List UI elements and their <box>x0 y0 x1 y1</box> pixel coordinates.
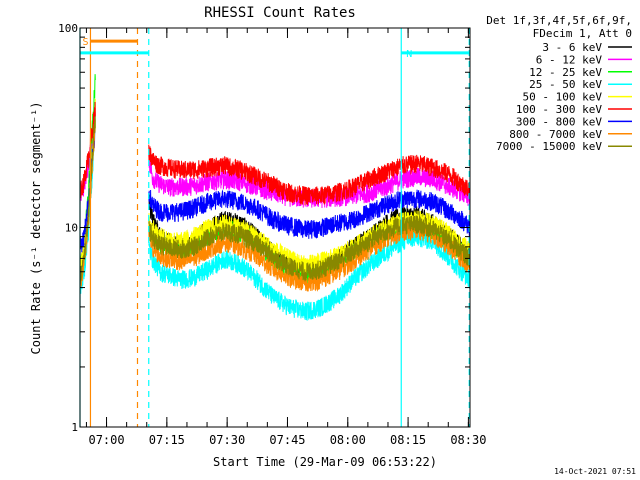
y-tick-label: 10 <box>65 222 78 235</box>
legend-label-4: 25 - 50 keV <box>529 78 602 91</box>
x-tick-label: 07:15 <box>149 433 185 447</box>
legend: Det 1f,3f,4f,5f,6f,9f, FDecim 1, Att 0 3… <box>486 14 632 153</box>
legend-label-8: 800 - 7000 keV <box>509 128 602 141</box>
legend-header-line-2: FDecim 1, Att 0 <box>533 27 632 40</box>
series-line-6 <box>79 101 471 206</box>
legend-label-6: 100 - 300 keV <box>516 103 602 116</box>
legend-label-9: 7000 - 15000 keV <box>496 140 602 153</box>
interval-bar-label-1: S <box>82 37 88 48</box>
x-tick-label: 08:15 <box>390 433 426 447</box>
legend-label-2: 6 - 12 keV <box>536 53 603 66</box>
legend-label-3: 12 - 25 keV <box>529 66 602 79</box>
series-line-9 <box>79 116 471 285</box>
x-tick-label: 07:00 <box>88 433 124 447</box>
legend-label-7: 300 - 800 keV <box>516 115 602 128</box>
x-tick-label: 08:00 <box>330 433 366 447</box>
x-axis-label: Start Time (29-Mar-09 06:53:22) <box>213 455 437 469</box>
footer-timestamp: 14-Oct-2021 07:51 <box>554 467 636 476</box>
y-tick-label: 100 <box>58 22 78 35</box>
y-tick-label: 1 <box>71 421 78 434</box>
axes: 1 10 100 07:00 07:15 07:30 07:45 08:00 08:15 08:3… <box>58 22 486 447</box>
x-tick-label: 07:30 <box>209 433 245 447</box>
chart-title: RHESSI Count Rates <box>204 5 356 21</box>
x-tick-label: 08:30 <box>450 433 486 447</box>
legend-label-1: 3 - 6 keV <box>542 41 602 54</box>
legend-header-line-1: Det 1f,3f,4f,5f,6f,9f, <box>486 14 632 27</box>
y-axis-label: Count Rate (s⁻¹ detector segment⁻¹) <box>29 102 43 355</box>
interval-bar-label-3: N <box>406 49 412 60</box>
legend-label-5: 50 - 100 keV <box>523 91 603 104</box>
x-tick-label: 07:45 <box>269 433 305 447</box>
